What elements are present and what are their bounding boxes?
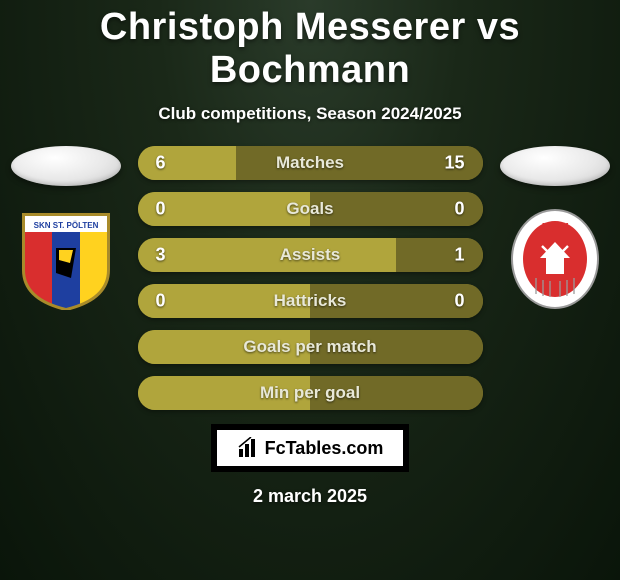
stat-bar-matches: 6 15 Matches <box>138 146 483 180</box>
svg-text:SKN ST. PÖLTEN: SKN ST. PÖLTEN <box>33 221 98 230</box>
stat-label: Matches <box>276 153 344 173</box>
stat-label: Goals per match <box>243 337 376 357</box>
stat-value-left: 3 <box>156 245 166 266</box>
branding-badge: FcTables.com <box>211 424 409 472</box>
player-avatar-placeholder <box>11 146 121 186</box>
stat-label: Goals <box>286 199 333 219</box>
comparison-container: SKN ST. PÖLTEN 6 15 Matches 0 0 Goals 3 1 Assist… <box>0 146 620 410</box>
right-club-crest: KSV <box>510 208 600 310</box>
stat-value-right: 15 <box>444 153 464 174</box>
stat-label: Min per goal <box>260 383 360 403</box>
svg-text:KSV: KSV <box>541 220 568 235</box>
stat-value-right: 0 <box>454 291 464 312</box>
player-avatar-placeholder <box>500 146 610 186</box>
stat-value-right: 1 <box>454 245 464 266</box>
subtitle: Club competitions, Season 2024/2025 <box>0 104 620 124</box>
right-player-column: KSV <box>495 146 615 310</box>
stat-value-left: 6 <box>156 153 166 174</box>
left-club-crest: SKN ST. PÖLTEN <box>21 208 111 310</box>
date-text: 2 march 2025 <box>0 486 620 507</box>
page-title: Christoph Messerer vs Bochmann <box>0 0 620 92</box>
left-player-column: SKN ST. PÖLTEN <box>6 146 126 310</box>
stat-value-left: 0 <box>156 199 166 220</box>
stat-label: Assists <box>280 245 340 265</box>
stat-bar-hattricks: 0 0 Hattricks <box>138 284 483 318</box>
branding-text: FcTables.com <box>265 438 384 459</box>
stat-value-left: 0 <box>156 291 166 312</box>
chart-icon <box>237 437 259 459</box>
stat-bar-assists: 3 1 Assists <box>138 238 483 272</box>
stat-bar-min-per-goal: Min per goal <box>138 376 483 410</box>
stat-bar-goals: 0 0 Goals <box>138 192 483 226</box>
stat-value-right: 0 <box>454 199 464 220</box>
stat-bar-goals-per-match: Goals per match <box>138 330 483 364</box>
stat-bars: 6 15 Matches 0 0 Goals 3 1 Assists 0 0 Hattricks Goa… <box>138 146 483 410</box>
stat-label: Hattricks <box>274 291 347 311</box>
